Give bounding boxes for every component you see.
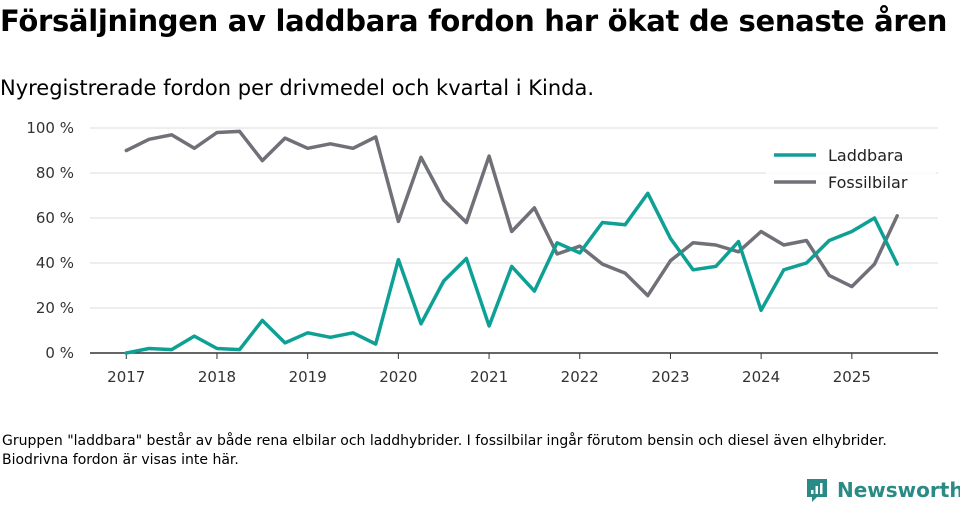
y-tick-label: 100 %	[26, 119, 74, 137]
line-chart: 0 % 20 % 40 % 60 % 80 % 100 % 2017 2018 2019 2020…	[26, 119, 938, 386]
brand-name: Newsworthy	[837, 478, 960, 502]
x-tick-label: 2021	[470, 368, 508, 386]
x-tick-label: 2024	[742, 368, 780, 386]
y-tick-label: 80 %	[36, 164, 74, 182]
newsworthy-logo-icon	[807, 479, 827, 502]
y-tick-label: 0 %	[45, 344, 74, 362]
series-line-fossilbilar	[124, 129, 899, 298]
chart-subtitle: Nyregistrerade fordon per drivmedel och …	[0, 76, 595, 100]
axes: 0 % 20 % 40 % 60 % 80 % 100 % 2017 2018 2019 2020…	[26, 119, 938, 386]
x-tick-label: 2019	[289, 368, 327, 386]
x-tick-label: 2022	[561, 368, 599, 386]
series-lines	[124, 129, 899, 355]
y-tick-label: 20 %	[36, 299, 74, 317]
series-line-laddbara	[124, 191, 899, 355]
x-tick-label: 2018	[198, 368, 236, 386]
legend-background	[766, 140, 936, 202]
legend-label-laddbara: Laddbara	[828, 146, 903, 165]
legend-label-fossilbilar: Fossilbilar	[828, 173, 908, 192]
footnote: Gruppen "laddbara" består av både rena e…	[2, 433, 887, 468]
x-tick-label: 2023	[651, 368, 689, 386]
brand-logo: Newsworthy	[805, 476, 960, 504]
legend: Laddbara Fossilbilar	[766, 140, 936, 202]
chart-title: Försäljningen av laddbara fordon har öka…	[0, 4, 948, 38]
x-tick-label: 2020	[379, 368, 417, 386]
y-tick-label: 40 %	[36, 254, 74, 272]
x-tick-label: 2025	[833, 368, 871, 386]
x-tick-label: 2017	[107, 368, 145, 386]
y-tick-label: 60 %	[36, 209, 74, 227]
